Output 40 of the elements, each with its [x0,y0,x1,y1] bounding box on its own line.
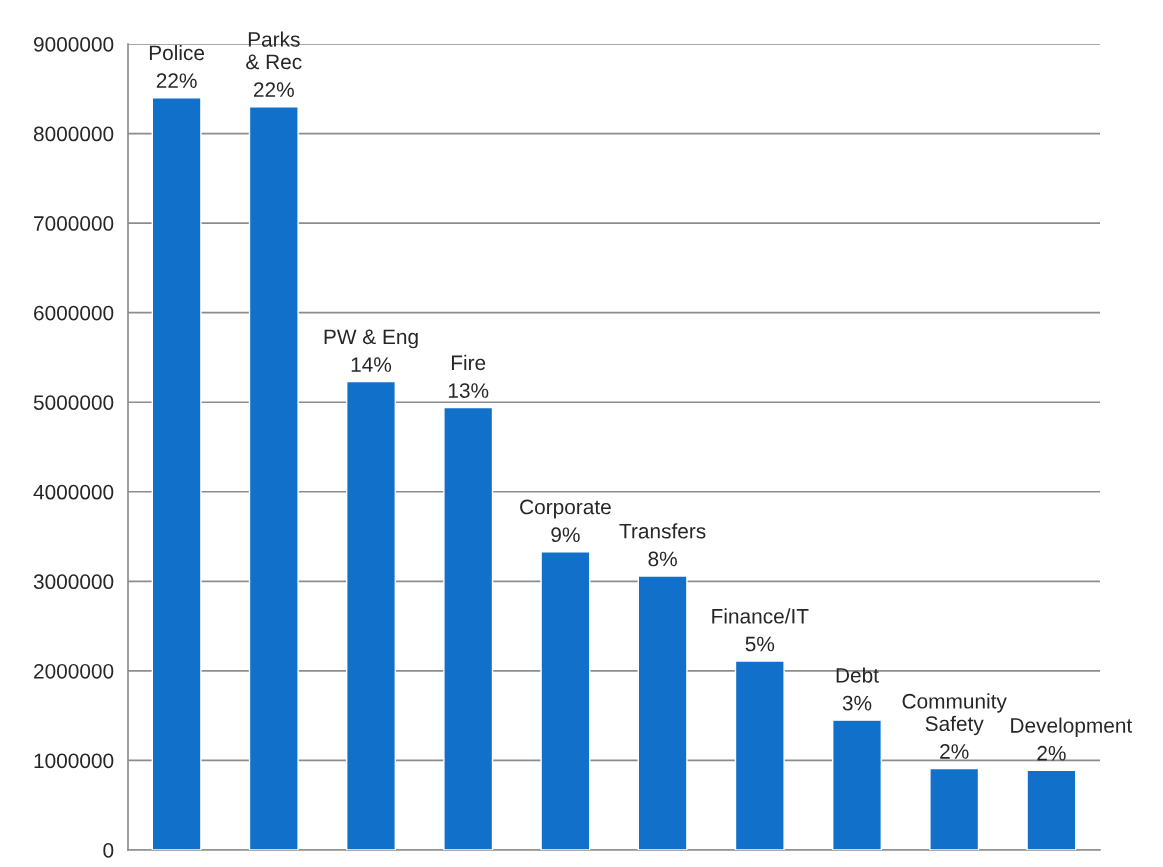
annotation: 8% [648,551,677,567]
x-tick-label: Police [149,44,205,61]
annotation: 3% [842,695,872,711]
x-tick-label: PW & Eng [324,329,418,349]
x-tick-label: Fire [451,354,486,371]
annotation: 9% [551,527,580,543]
annotation: 2% [940,744,969,759]
x-tick-label: Development [1011,717,1133,737]
bar [346,380,396,850]
bar [929,767,980,850]
annotation: 14% [351,357,392,372]
x-tick-label: Finance/IT [712,608,809,624]
annotation: 22% [156,73,197,88]
bar [540,551,591,850]
y-tick-label: 9000000 [33,37,114,52]
y-tick-label: 5000000 [33,395,114,410]
x-tick-label: Parks & Rec [246,31,302,70]
bar [734,660,785,850]
annotation: 5% [745,636,775,652]
y-tick-label: 2000000 [34,663,114,679]
bar [637,575,688,850]
y-tick-label: 1000000 [34,753,114,769]
x-tick-label: Transfers [619,523,706,539]
bar [443,406,494,850]
bar [1026,769,1077,850]
y-tick-label: 6000000 [34,305,114,321]
y-tick-label: 0 [103,843,114,858]
y-tick-label: 7000000 [34,216,114,231]
bar [832,719,882,850]
y-tick-label: 3000000 [33,574,114,590]
annotation: 13% [448,383,489,398]
y-tick-label: 4000000 [33,484,114,500]
annotation: 2% [1037,745,1066,761]
x-tick-label: Community Safety [902,693,1007,736]
bar [248,105,299,850]
annotation: 22% [254,82,294,97]
x-tick-label: Corporate [520,499,611,519]
x-tick-label: Debt [836,667,879,683]
bar [151,97,202,850]
y-tick-label: 8000000 [33,126,114,142]
